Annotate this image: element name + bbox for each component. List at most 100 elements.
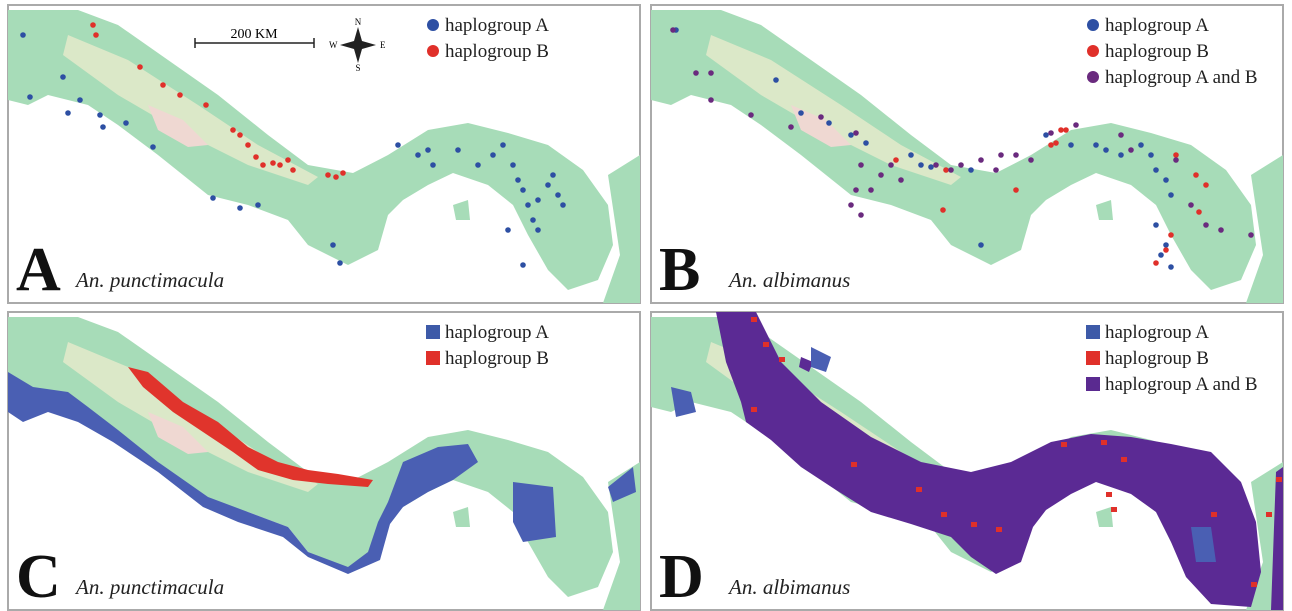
legend-swatch: [1087, 71, 1099, 83]
sample-point: [290, 167, 296, 173]
sample-point: [100, 124, 106, 130]
sample-point: [260, 162, 266, 168]
sample-point: [1028, 157, 1034, 163]
sample-point: [958, 162, 964, 168]
species-name: An. punctimacula: [74, 268, 224, 292]
sample-point: [77, 97, 83, 103]
range-b: [851, 462, 857, 467]
sample-point: [1173, 157, 1179, 163]
sample-point: [90, 22, 96, 28]
sample-point: [968, 167, 974, 173]
map-panel: haplogroup Ahaplogroup BCAn. punctimacul…: [8, 312, 640, 611]
sample-point: [1218, 227, 1224, 233]
range-b: [916, 487, 922, 492]
legend-label: haplogroup A: [1105, 322, 1209, 343]
panel-letter: A: [16, 236, 61, 304]
sample-point: [530, 217, 536, 223]
sample-point: [237, 132, 243, 138]
sample-point: [505, 227, 511, 233]
legend-label: haplogroup A: [445, 322, 549, 343]
legend-swatch: [1086, 325, 1100, 339]
legend-swatch: [1086, 377, 1100, 391]
range-b: [971, 522, 977, 527]
sample-point: [893, 157, 899, 163]
sample-point: [858, 212, 864, 218]
range-b: [1251, 582, 1257, 587]
sample-point: [853, 187, 859, 193]
sample-point: [670, 27, 676, 33]
compass-e: E: [380, 40, 386, 50]
compass-w: W: [329, 40, 338, 50]
sample-point: [337, 260, 343, 266]
sample-point: [93, 32, 99, 38]
sample-point: [708, 97, 714, 103]
legend-label: haplogroup A: [445, 15, 549, 36]
sample-point: [1093, 142, 1099, 148]
sample-point: [908, 152, 914, 158]
sample-point: [525, 202, 531, 208]
range-b: [1106, 492, 1112, 497]
legend-label: haplogroup B: [445, 348, 549, 369]
sample-point: [1053, 140, 1059, 146]
sample-point: [1058, 127, 1064, 133]
sample-point: [1153, 260, 1159, 266]
sample-point: [1048, 142, 1054, 148]
sample-point: [878, 172, 884, 178]
range-b: [763, 342, 769, 347]
legend-swatch: [1087, 45, 1099, 57]
sample-point: [1118, 152, 1124, 158]
sample-point: [1168, 264, 1174, 270]
figure: haplogroup A haplogroup B A An. punctimacul…: [0, 0, 1292, 611]
sample-point: [277, 162, 283, 168]
sample-point: [818, 114, 824, 120]
sample-point: [798, 110, 804, 116]
legend-swatch: [427, 19, 439, 31]
scale-label: 200 KM: [230, 27, 278, 42]
legend-swatch: [427, 45, 439, 57]
sample-point: [748, 112, 754, 118]
sample-point: [1158, 252, 1164, 258]
sample-point: [285, 157, 291, 163]
sample-point: [1153, 222, 1159, 228]
sample-point: [1063, 127, 1069, 133]
sample-point: [210, 195, 216, 201]
sample-point: [203, 102, 209, 108]
sample-point: [1168, 192, 1174, 198]
sample-point: [27, 94, 33, 100]
sample-point: [1013, 187, 1019, 193]
range-b: [1111, 507, 1117, 512]
range-b: [1101, 440, 1107, 445]
legend-swatch: [426, 351, 440, 365]
compass-n: N: [355, 17, 362, 27]
sample-point: [863, 140, 869, 146]
sample-point: [978, 157, 984, 163]
sample-point: [693, 70, 699, 76]
sample-point: [65, 110, 71, 116]
range-b: [1211, 512, 1217, 517]
sample-point: [1168, 232, 1174, 238]
sample-point: [1043, 132, 1049, 138]
sample-point: [515, 177, 521, 183]
sample-point: [520, 262, 526, 268]
sample-point: [940, 207, 946, 213]
sample-point: [395, 142, 401, 148]
sample-point: [1193, 172, 1199, 178]
species-name: An. albimanus: [727, 575, 850, 599]
sample-point: [888, 162, 894, 168]
sample-point: [826, 120, 832, 126]
sample-point: [1138, 142, 1144, 148]
sample-point: [160, 82, 166, 88]
sample-point: [475, 162, 481, 168]
sample-point: [1203, 222, 1209, 228]
sample-point: [1163, 242, 1169, 248]
sample-point: [325, 172, 331, 178]
sample-point: [230, 127, 236, 133]
sample-point: [1163, 247, 1169, 253]
sample-point: [1248, 232, 1254, 238]
sample-point: [788, 124, 794, 130]
sample-point: [490, 152, 496, 158]
panel-letter: D: [659, 543, 704, 611]
sample-point: [253, 154, 259, 160]
legend-swatch: [1087, 19, 1099, 31]
